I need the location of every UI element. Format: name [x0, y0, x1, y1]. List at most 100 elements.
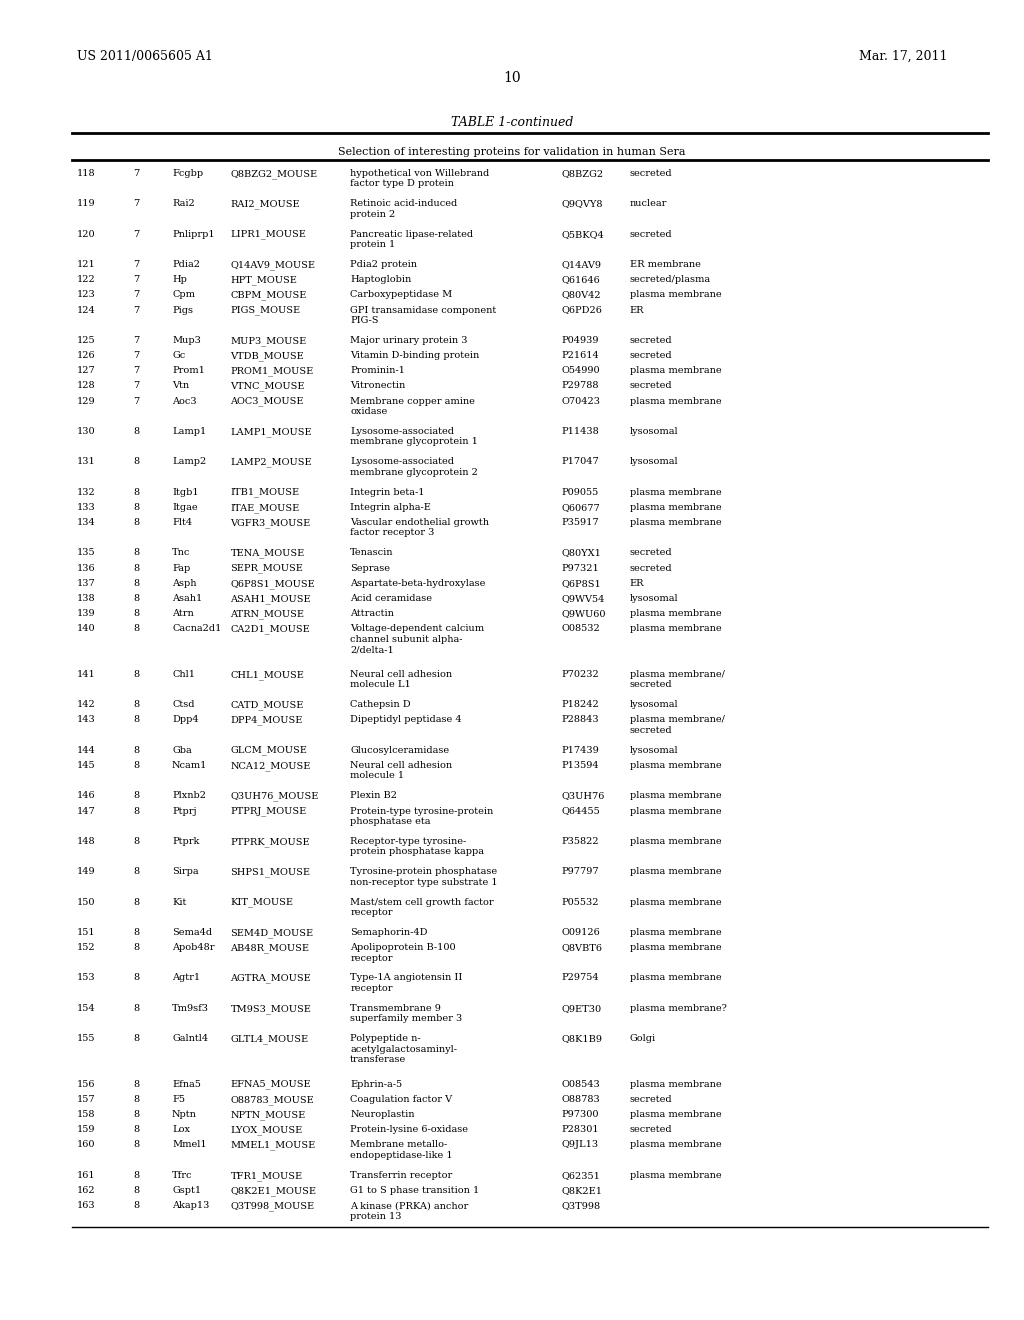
- Text: ER: ER: [630, 305, 644, 314]
- Text: Q8K2E1: Q8K2E1: [561, 1185, 602, 1195]
- Text: Akap13: Akap13: [172, 1201, 209, 1210]
- Text: 7: 7: [133, 290, 139, 300]
- Text: plasma membrane: plasma membrane: [630, 1110, 721, 1119]
- Text: P97300: P97300: [561, 1110, 599, 1119]
- Text: plasma membrane: plasma membrane: [630, 503, 721, 512]
- Text: 136: 136: [77, 564, 95, 573]
- Text: Q6P8S1: Q6P8S1: [561, 578, 601, 587]
- Text: TFR1_MOUSE: TFR1_MOUSE: [230, 1171, 302, 1180]
- Text: secreted/plasma: secreted/plasma: [630, 276, 711, 284]
- Text: 124: 124: [77, 305, 95, 314]
- Text: secreted: secreted: [630, 1125, 673, 1134]
- Text: plasma membrane: plasma membrane: [630, 1171, 721, 1180]
- Text: P29788: P29788: [561, 381, 599, 391]
- Text: Lamp1: Lamp1: [172, 426, 206, 436]
- Text: Type-1A angiotensin II
receptor: Type-1A angiotensin II receptor: [350, 973, 463, 993]
- Text: Vascular endothelial growth
factor receptor 3: Vascular endothelial growth factor recep…: [350, 517, 489, 537]
- Text: Ptprk: Ptprk: [172, 837, 200, 846]
- Text: Lysosome-associated
membrane glycoprotein 2: Lysosome-associated membrane glycoprotei…: [350, 457, 478, 477]
- Text: plasma membrane?: plasma membrane?: [630, 1003, 727, 1012]
- Text: plasma membrane: plasma membrane: [630, 366, 721, 375]
- Text: Mup3: Mup3: [172, 335, 201, 345]
- Text: P17047: P17047: [561, 457, 599, 466]
- Text: secreted: secreted: [630, 1094, 673, 1104]
- Text: AB48R_MOUSE: AB48R_MOUSE: [230, 942, 309, 953]
- Text: plasma membrane: plasma membrane: [630, 396, 721, 405]
- Text: O54990: O54990: [561, 366, 600, 375]
- Text: Receptor-type tyrosine-
protein phosphatase kappa: Receptor-type tyrosine- protein phosphat…: [350, 837, 484, 857]
- Text: VTNC_MOUSE: VTNC_MOUSE: [230, 381, 305, 391]
- Text: TENA_MOUSE: TENA_MOUSE: [230, 548, 305, 558]
- Text: 141: 141: [77, 669, 95, 678]
- Text: GLTL4_MOUSE: GLTL4_MOUSE: [230, 1034, 308, 1044]
- Text: US 2011/0065605 A1: US 2011/0065605 A1: [77, 50, 213, 63]
- Text: lysosomal: lysosomal: [630, 426, 678, 436]
- Text: 133: 133: [77, 503, 95, 512]
- Text: 8: 8: [133, 564, 139, 573]
- Text: 156: 156: [77, 1080, 95, 1089]
- Text: 8: 8: [133, 715, 139, 725]
- Text: Q6PD26: Q6PD26: [561, 305, 602, 314]
- Text: 120: 120: [77, 230, 95, 239]
- Text: 154: 154: [77, 1003, 95, 1012]
- Text: 150: 150: [77, 898, 95, 907]
- Text: Dpp4: Dpp4: [172, 715, 199, 725]
- Text: Fap: Fap: [172, 564, 190, 573]
- Text: Pdia2 protein: Pdia2 protein: [350, 260, 417, 269]
- Text: 7: 7: [133, 230, 139, 239]
- Text: 8: 8: [133, 1003, 139, 1012]
- Text: CHL1_MOUSE: CHL1_MOUSE: [230, 669, 304, 680]
- Text: Q62351: Q62351: [561, 1171, 600, 1180]
- Text: Ephrin-a-5: Ephrin-a-5: [350, 1080, 402, 1089]
- Text: secreted: secreted: [630, 381, 673, 391]
- Text: 145: 145: [77, 760, 95, 770]
- Text: Selection of interesting proteins for validation in human Sera: Selection of interesting proteins for va…: [338, 147, 686, 157]
- Text: 134: 134: [77, 517, 95, 527]
- Text: TM9S3_MOUSE: TM9S3_MOUSE: [230, 1003, 311, 1014]
- Text: plasma membrane: plasma membrane: [630, 760, 721, 770]
- Text: plasma membrane: plasma membrane: [630, 837, 721, 846]
- Text: Aspartate-beta-hydroxylase: Aspartate-beta-hydroxylase: [350, 578, 485, 587]
- Text: Q3T998_MOUSE: Q3T998_MOUSE: [230, 1201, 314, 1210]
- Text: Mmel1: Mmel1: [172, 1140, 207, 1150]
- Text: 157: 157: [77, 1094, 95, 1104]
- Text: Sirpa: Sirpa: [172, 867, 199, 876]
- Text: 144: 144: [77, 746, 95, 755]
- Text: Plexin B2: Plexin B2: [350, 791, 397, 800]
- Text: secreted: secreted: [630, 564, 673, 573]
- Text: DPP4_MOUSE: DPP4_MOUSE: [230, 715, 303, 725]
- Text: NCA12_MOUSE: NCA12_MOUSE: [230, 760, 310, 771]
- Text: O08532: O08532: [561, 624, 600, 634]
- Text: 8: 8: [133, 807, 139, 816]
- Text: plasma membrane: plasma membrane: [630, 517, 721, 527]
- Text: Q3T998: Q3T998: [561, 1201, 600, 1210]
- Text: Lox: Lox: [172, 1125, 190, 1134]
- Text: Atrn: Atrn: [172, 609, 194, 618]
- Text: plasma membrane: plasma membrane: [630, 791, 721, 800]
- Text: Asph: Asph: [172, 578, 197, 587]
- Text: 140: 140: [77, 624, 95, 634]
- Text: plasma membrane: plasma membrane: [630, 973, 721, 982]
- Text: Nptn: Nptn: [172, 1110, 197, 1119]
- Text: P04939: P04939: [561, 335, 599, 345]
- Text: 159: 159: [77, 1125, 95, 1134]
- Text: Lamp2: Lamp2: [172, 457, 206, 466]
- Text: Integrin beta-1: Integrin beta-1: [350, 487, 425, 496]
- Text: Tyrosine-protein phosphatase
non-receptor type substrate 1: Tyrosine-protein phosphatase non-recepto…: [350, 867, 498, 887]
- Text: EFNA5_MOUSE: EFNA5_MOUSE: [230, 1080, 311, 1089]
- Text: secreted: secreted: [630, 169, 673, 178]
- Text: Chl1: Chl1: [172, 669, 195, 678]
- Text: Neural cell adhesion
molecule L1: Neural cell adhesion molecule L1: [350, 669, 453, 689]
- Text: nuclear: nuclear: [630, 199, 667, 209]
- Text: 126: 126: [77, 351, 95, 360]
- Text: Prom1: Prom1: [172, 366, 205, 375]
- Text: Membrane metallo-
endopeptidase-like 1: Membrane metallo- endopeptidase-like 1: [350, 1140, 453, 1160]
- Text: Polypeptide n-
acetylgalactosaminyl-
transferase: Polypeptide n- acetylgalactosaminyl- tra…: [350, 1034, 457, 1064]
- Text: 8: 8: [133, 517, 139, 527]
- Text: MUP3_MOUSE: MUP3_MOUSE: [230, 335, 306, 346]
- Text: ER membrane: ER membrane: [630, 260, 700, 269]
- Text: PROM1_MOUSE: PROM1_MOUSE: [230, 366, 313, 376]
- Text: SEPR_MOUSE: SEPR_MOUSE: [230, 564, 303, 573]
- Text: Lysosome-associated
membrane glycoprotein 1: Lysosome-associated membrane glycoprotei…: [350, 426, 478, 446]
- Text: plasma membrane/
secreted: plasma membrane/ secreted: [630, 715, 725, 735]
